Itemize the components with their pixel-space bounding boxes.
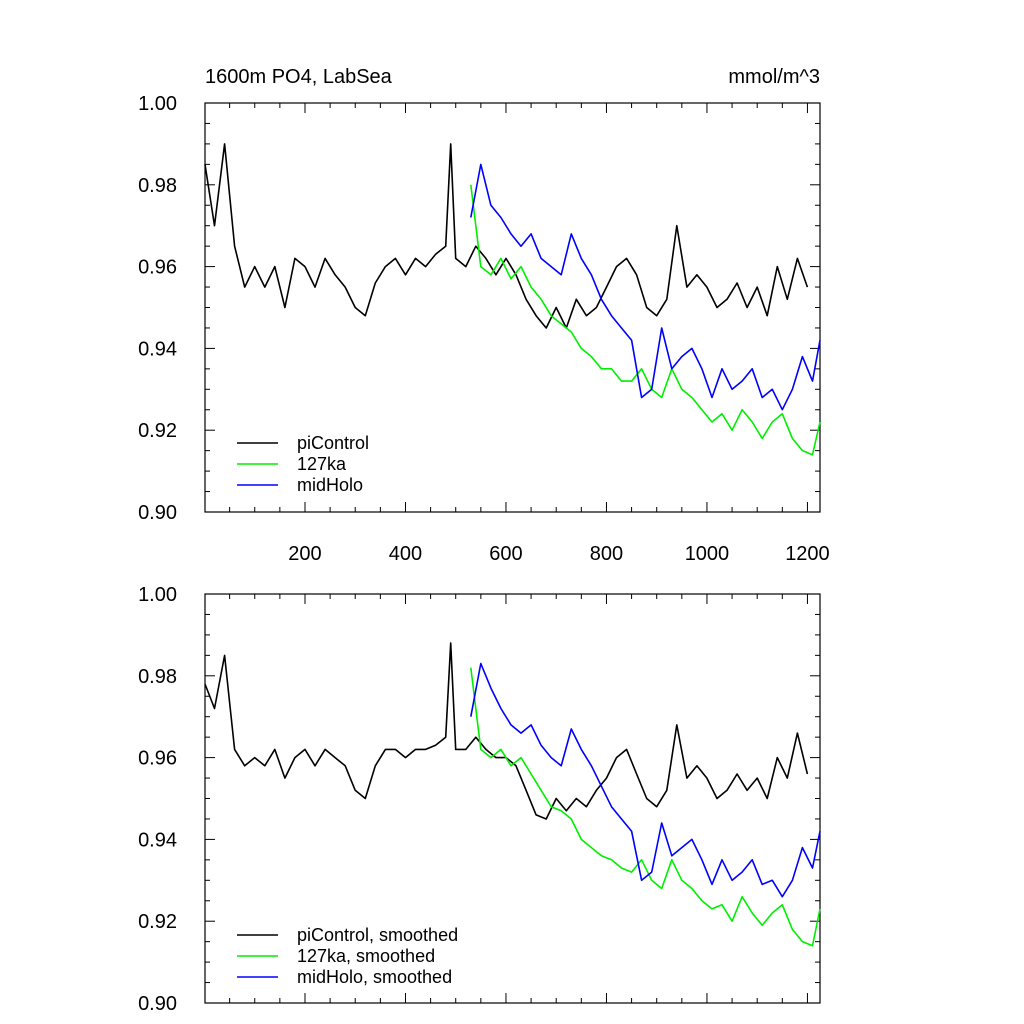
top-panel: 0.90 0.92 0.94 0.96 0.98 1.00 200 400 600 800 1000… bbox=[138, 66, 830, 565]
x-tick-label: 1000 bbox=[685, 543, 730, 565]
y-tick-label: 0.94 bbox=[138, 338, 177, 360]
series-line-midholo-smoothed bbox=[470, 662, 821, 898]
legend-label: piControl, smoothed bbox=[297, 925, 458, 945]
y-tick-label: 0.92 bbox=[138, 420, 177, 442]
y-tick-label: 0.90 bbox=[138, 502, 177, 524]
series-line-picontrol-smoothed bbox=[204, 642, 809, 820]
y-tick-label: 0.96 bbox=[138, 748, 177, 770]
x-tick-label: 800 bbox=[590, 543, 623, 565]
y-tick-label: 0.90 bbox=[138, 993, 177, 1015]
chart-title: 1600m PO4, LabSea bbox=[205, 66, 393, 88]
y-tick-label: 0.94 bbox=[138, 829, 177, 851]
y-tick-label: 0.98 bbox=[138, 666, 177, 688]
series-line-127ka-smoothed bbox=[470, 667, 821, 947]
x-tick-label: 200 bbox=[288, 543, 321, 565]
units-label: mmol/m^3 bbox=[728, 66, 820, 88]
series-line-picontrol bbox=[204, 143, 809, 329]
y-tick-label: 1.00 bbox=[138, 584, 177, 606]
x-tick-label: 600 bbox=[489, 543, 522, 565]
y-tick-label: 0.96 bbox=[138, 257, 177, 279]
y-tick-label: 0.98 bbox=[138, 175, 177, 197]
legend-label: 127ka bbox=[297, 454, 347, 474]
y-tick-label: 0.92 bbox=[138, 911, 177, 933]
bottom-panel: 0.90 0.92 0.94 0.96 0.98 1.00 piControl, smoot… bbox=[138, 584, 821, 1015]
legend-label: piControl bbox=[297, 433, 369, 453]
x-tick-label: 400 bbox=[389, 543, 422, 565]
y-tick-label: 1.00 bbox=[138, 93, 177, 115]
series-line-127ka bbox=[470, 184, 821, 456]
legend-label: midHolo, smoothed bbox=[297, 967, 452, 987]
x-tick-label: 1200 bbox=[785, 543, 830, 565]
legend-label: 127ka, smoothed bbox=[297, 946, 435, 966]
legend-label: midHolo bbox=[297, 475, 363, 495]
series-line-midholo bbox=[470, 163, 821, 411]
